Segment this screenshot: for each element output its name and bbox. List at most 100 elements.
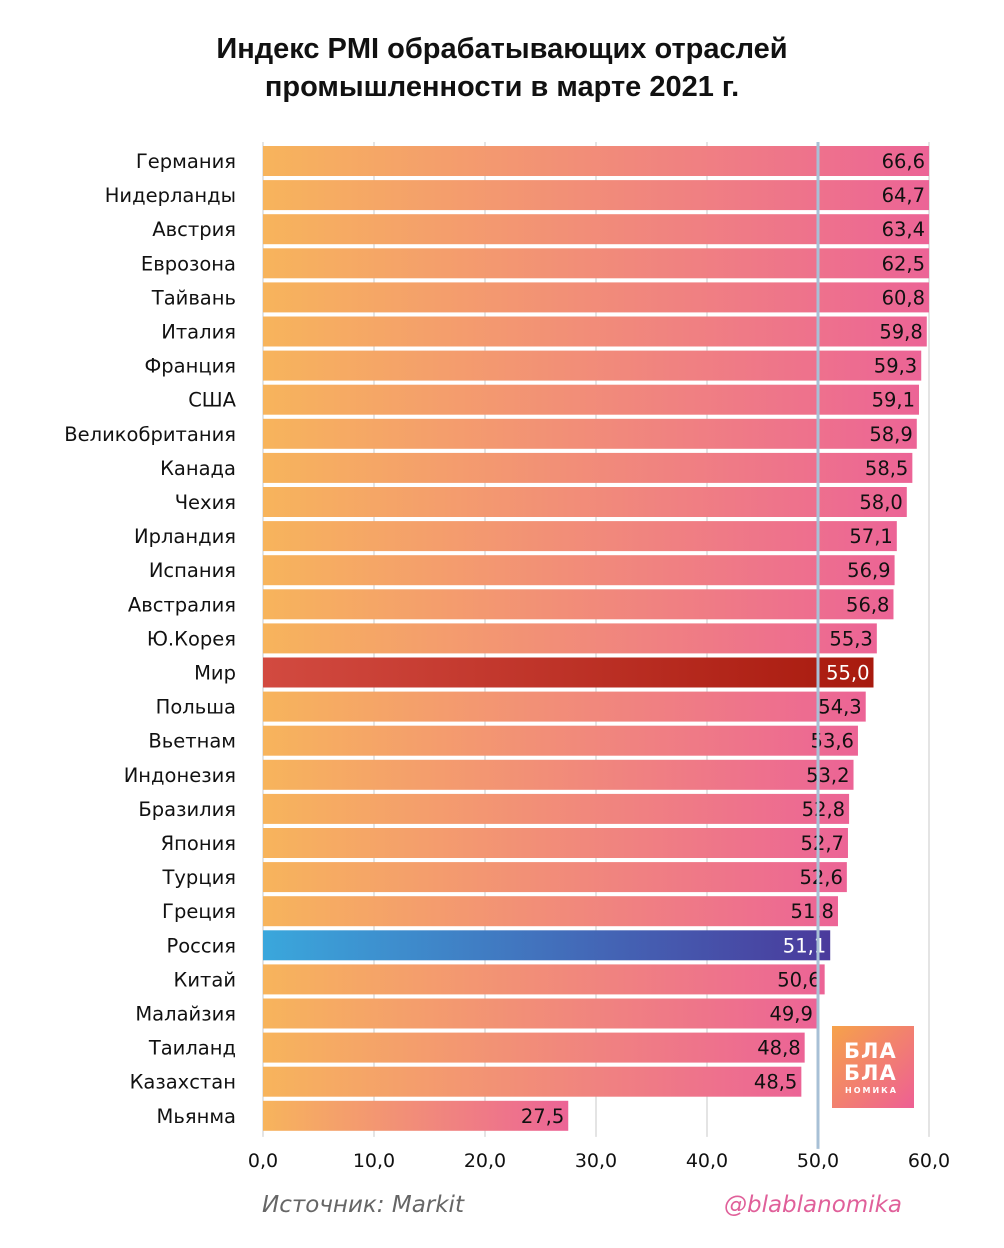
value-label: 59,1 bbox=[872, 389, 915, 412]
x-tick-label: 10,0 bbox=[353, 1150, 395, 1172]
category-label: Австралия bbox=[128, 593, 236, 616]
category-label: Малайзия bbox=[135, 1003, 236, 1026]
value-label: 53,2 bbox=[806, 764, 849, 787]
category-label: Испания bbox=[149, 559, 236, 582]
category-label: Индонезия bbox=[124, 764, 236, 787]
bar bbox=[263, 896, 838, 927]
value-label: 56,9 bbox=[847, 559, 890, 582]
category-label: Канада bbox=[160, 457, 236, 480]
value-label: 64,7 bbox=[882, 184, 925, 207]
bar bbox=[263, 1032, 805, 1063]
value-label: 52,7 bbox=[801, 832, 844, 855]
value-label: 50,6 bbox=[777, 968, 820, 991]
category-label: Россия bbox=[166, 934, 236, 957]
category-label: США bbox=[188, 389, 236, 412]
category-label: Турция bbox=[161, 866, 236, 889]
category-label: Германия bbox=[136, 150, 236, 173]
category-label: Нидерланды bbox=[105, 184, 236, 207]
value-label: 48,5 bbox=[754, 1071, 797, 1094]
bar bbox=[263, 384, 920, 415]
bar bbox=[263, 759, 854, 790]
value-label: 66,6 bbox=[882, 150, 925, 173]
value-label: 56,8 bbox=[846, 593, 889, 616]
category-label: Таиланд bbox=[148, 1037, 236, 1060]
value-label: 57,1 bbox=[849, 525, 892, 548]
bar bbox=[263, 180, 929, 211]
bar-russia bbox=[263, 930, 831, 961]
category-label: Чехия bbox=[175, 491, 236, 514]
value-label: 54,3 bbox=[818, 696, 861, 719]
category-label: Вьетнам bbox=[148, 730, 236, 753]
title-line-1: Индекс PMI обрабатывающих отраслей bbox=[216, 33, 788, 65]
category-label: Мир bbox=[194, 662, 236, 685]
x-tick-label: 30,0 bbox=[575, 1150, 617, 1172]
bar bbox=[263, 452, 913, 483]
x-tick-label: 40,0 bbox=[686, 1150, 728, 1172]
bar bbox=[263, 998, 817, 1029]
bar bbox=[263, 350, 922, 381]
value-label: 59,8 bbox=[879, 321, 922, 344]
category-label: Ирландия bbox=[134, 525, 236, 548]
value-label: 58,0 bbox=[859, 491, 902, 514]
category-label: Австрия bbox=[152, 218, 236, 241]
bar bbox=[263, 555, 895, 586]
value-label: 58,9 bbox=[869, 423, 912, 446]
bar bbox=[263, 862, 847, 893]
bar bbox=[263, 691, 866, 722]
value-label: 51,1 bbox=[783, 934, 826, 957]
category-label: Еврозона bbox=[141, 252, 236, 275]
social-handle[interactable]: @blablanomika bbox=[723, 1192, 902, 1218]
value-label: 52,8 bbox=[802, 798, 845, 821]
bar bbox=[263, 1100, 569, 1131]
bar bbox=[263, 487, 907, 517]
category-label: Тайвань bbox=[151, 286, 236, 309]
bar bbox=[263, 1066, 802, 1097]
value-label: 53,6 bbox=[811, 730, 854, 753]
category-label: Ю.Корея bbox=[147, 627, 236, 650]
value-label: 48,8 bbox=[757, 1037, 800, 1060]
source-note: Источник: Markit bbox=[262, 1192, 464, 1218]
x-tick-label: 60,0 bbox=[908, 1150, 950, 1172]
blablanomika-logo: БЛА БЛА НОМИКА bbox=[832, 1026, 914, 1108]
bar bbox=[263, 725, 858, 756]
bar bbox=[263, 521, 897, 552]
category-label: Япония bbox=[161, 832, 236, 855]
bar bbox=[263, 418, 917, 449]
title-line-2: промышленности в марте 2021 г. bbox=[264, 71, 740, 103]
value-label: 49,9 bbox=[769, 1003, 812, 1026]
category-label: Великобритания bbox=[64, 423, 236, 446]
bar bbox=[263, 214, 929, 245]
value-label: 55,0 bbox=[826, 662, 869, 685]
value-label: 58,5 bbox=[865, 457, 908, 480]
category-label: Китай bbox=[174, 968, 237, 991]
value-label: 52,6 bbox=[799, 866, 842, 889]
category-label: Казахстан bbox=[130, 1071, 236, 1094]
category-label: Франция bbox=[144, 355, 236, 378]
category-label: Бразилия bbox=[138, 798, 236, 821]
bar bbox=[263, 964, 825, 995]
bar bbox=[263, 623, 877, 654]
value-label: 63,4 bbox=[882, 218, 925, 241]
category-label: Польша bbox=[156, 696, 236, 719]
bar bbox=[263, 248, 929, 279]
bar bbox=[263, 828, 848, 858]
x-tick-label: 0,0 bbox=[248, 1150, 278, 1172]
bar-world bbox=[263, 657, 874, 688]
bar bbox=[263, 282, 929, 313]
bar bbox=[263, 589, 894, 620]
value-label: 27,5 bbox=[521, 1105, 564, 1128]
value-label: 60,8 bbox=[882, 286, 925, 309]
bar bbox=[263, 793, 850, 824]
bar bbox=[263, 316, 927, 347]
value-label: 55,3 bbox=[829, 627, 872, 650]
category-label: Греция bbox=[162, 900, 236, 923]
value-label: 51,8 bbox=[791, 900, 834, 923]
bar bbox=[263, 146, 929, 176]
value-label: 62,5 bbox=[882, 252, 925, 275]
value-label: 59,3 bbox=[874, 355, 917, 378]
x-tick-label: 50,0 bbox=[797, 1150, 839, 1172]
chart-title: Индекс PMI обрабатывающих отраслей промы… bbox=[0, 30, 1004, 106]
category-label: Италия bbox=[161, 321, 236, 344]
category-label: Мьянма bbox=[157, 1105, 236, 1128]
